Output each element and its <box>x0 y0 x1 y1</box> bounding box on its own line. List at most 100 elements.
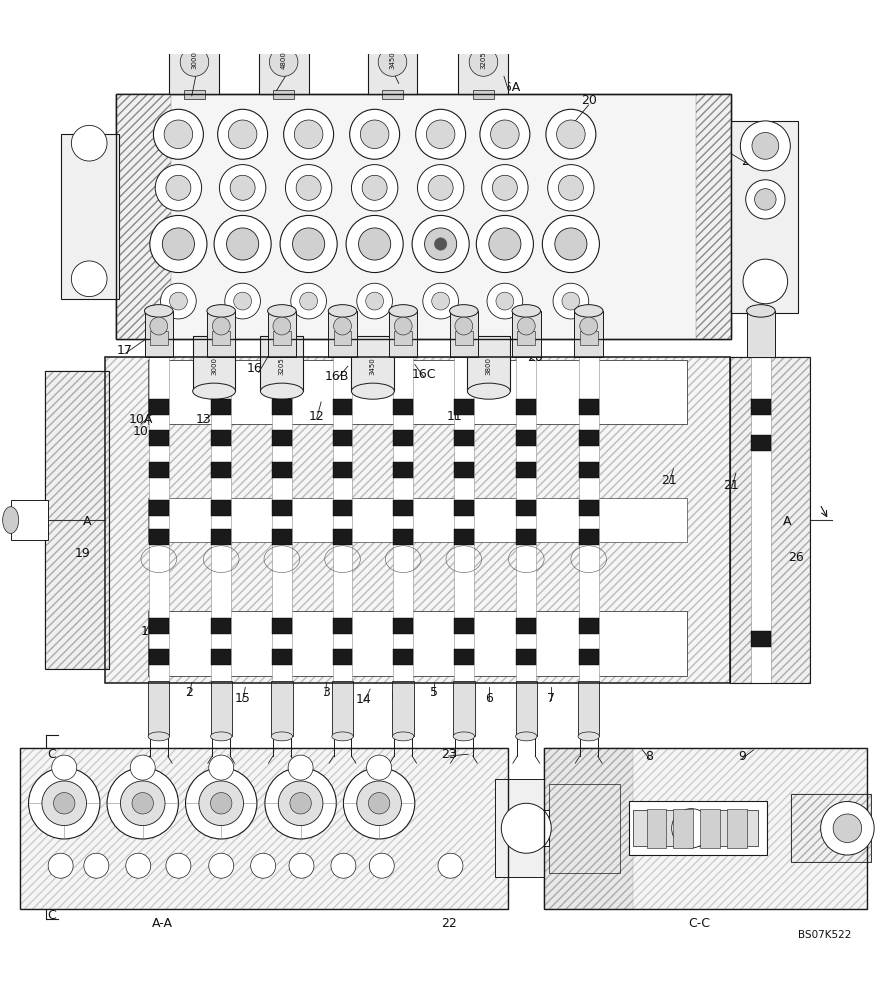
Bar <box>453 681 475 736</box>
Bar <box>393 357 413 683</box>
Bar <box>116 94 731 339</box>
Text: 17: 17 <box>184 86 200 99</box>
Bar <box>207 311 235 357</box>
Bar <box>334 331 351 345</box>
Bar <box>454 462 474 478</box>
Circle shape <box>227 228 259 260</box>
Bar <box>148 681 169 736</box>
Bar <box>647 809 666 848</box>
Text: 6: 6 <box>485 692 492 705</box>
Bar <box>516 399 536 415</box>
Circle shape <box>155 165 202 211</box>
Text: 7: 7 <box>548 692 555 705</box>
Bar <box>211 649 231 665</box>
Bar <box>393 529 413 545</box>
Circle shape <box>350 109 400 159</box>
Circle shape <box>740 121 790 171</box>
Text: 16B: 16B <box>386 72 411 85</box>
Bar <box>393 618 413 634</box>
Circle shape <box>273 317 291 335</box>
Circle shape <box>296 175 321 200</box>
Bar <box>211 529 231 545</box>
Text: 17: 17 <box>117 344 133 357</box>
Bar <box>211 500 231 516</box>
Text: 13: 13 <box>195 413 211 426</box>
Circle shape <box>752 132 779 159</box>
Bar <box>579 618 599 634</box>
Circle shape <box>331 853 356 878</box>
Bar <box>145 311 173 357</box>
Circle shape <box>426 120 455 149</box>
Bar <box>454 399 474 415</box>
Text: C: C <box>47 748 56 761</box>
Circle shape <box>150 215 207 273</box>
Bar <box>454 430 474 446</box>
Text: C-C: C-C <box>689 917 710 930</box>
Text: 3000: 3000 <box>192 51 197 69</box>
Circle shape <box>346 215 403 273</box>
Circle shape <box>71 261 107 297</box>
Bar <box>467 336 510 391</box>
Circle shape <box>360 120 389 149</box>
Ellipse shape <box>467 383 510 399</box>
Bar <box>351 336 394 391</box>
Ellipse shape <box>328 305 357 317</box>
Text: 20: 20 <box>527 351 543 364</box>
Ellipse shape <box>207 305 235 317</box>
Bar <box>579 399 599 415</box>
Circle shape <box>186 768 257 839</box>
Bar <box>105 357 730 683</box>
Text: 1: 1 <box>141 625 148 638</box>
Bar <box>149 399 169 415</box>
Circle shape <box>290 793 311 814</box>
Circle shape <box>251 853 276 878</box>
Bar <box>516 357 536 683</box>
Text: 3450: 3450 <box>370 357 376 375</box>
Bar <box>454 529 474 545</box>
Circle shape <box>71 125 107 161</box>
Ellipse shape <box>211 732 232 741</box>
Circle shape <box>432 292 450 310</box>
Circle shape <box>214 215 271 273</box>
Circle shape <box>107 768 178 839</box>
Circle shape <box>29 768 100 839</box>
Circle shape <box>491 120 519 149</box>
Bar <box>333 430 352 446</box>
Text: 21: 21 <box>723 479 739 492</box>
Bar <box>20 748 508 909</box>
Ellipse shape <box>145 305 173 317</box>
Bar <box>512 311 541 357</box>
Bar <box>272 649 292 665</box>
Circle shape <box>482 165 528 211</box>
Circle shape <box>546 109 596 159</box>
Text: 12: 12 <box>309 410 325 423</box>
Circle shape <box>553 283 589 319</box>
Bar <box>700 809 720 848</box>
Circle shape <box>180 48 209 76</box>
Bar <box>211 357 231 683</box>
Circle shape <box>218 109 268 159</box>
Circle shape <box>428 175 453 200</box>
Bar <box>579 430 599 446</box>
Text: 3: 3 <box>322 686 329 699</box>
Circle shape <box>150 317 168 335</box>
Bar <box>751 357 771 683</box>
Bar <box>450 311 478 357</box>
Bar <box>730 357 810 683</box>
Circle shape <box>423 283 458 319</box>
Ellipse shape <box>259 20 309 40</box>
Circle shape <box>209 755 234 780</box>
Bar <box>148 611 687 676</box>
Ellipse shape <box>458 20 508 40</box>
Ellipse shape <box>260 383 303 399</box>
Circle shape <box>469 48 498 76</box>
Circle shape <box>351 165 398 211</box>
Bar <box>273 331 291 345</box>
Circle shape <box>280 215 337 273</box>
Circle shape <box>300 292 318 310</box>
Circle shape <box>269 48 298 76</box>
Circle shape <box>555 228 587 260</box>
Text: 16B: 16B <box>325 370 350 383</box>
Bar <box>366 388 380 397</box>
Ellipse shape <box>392 732 414 741</box>
